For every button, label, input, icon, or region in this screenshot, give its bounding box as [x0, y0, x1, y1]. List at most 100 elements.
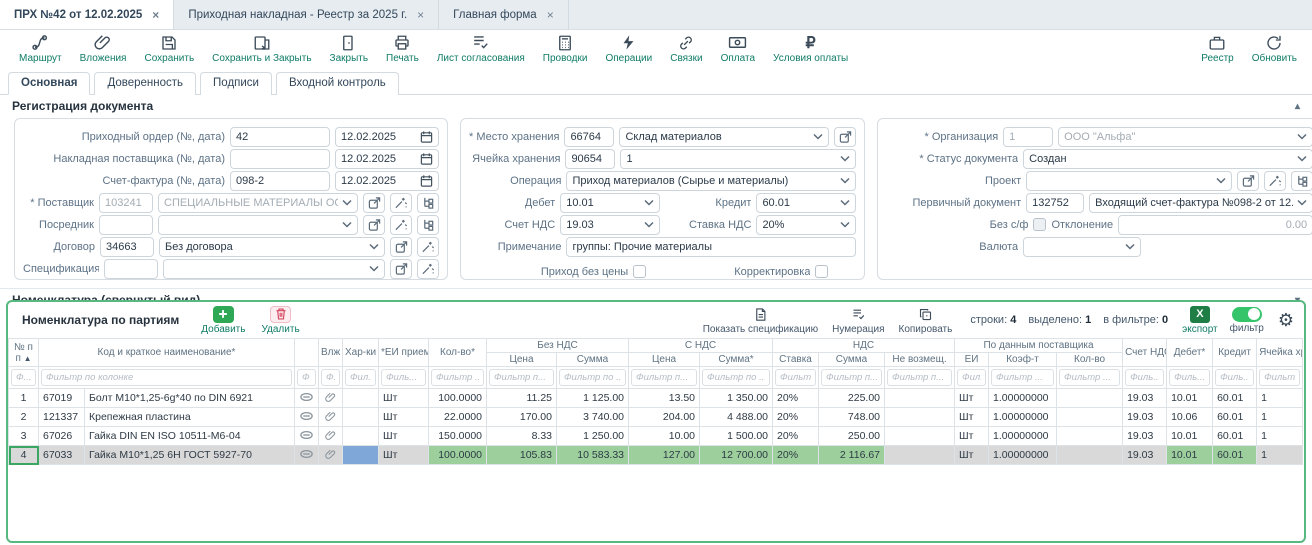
column-header-credit[interactable]: Кредит [1212, 338, 1258, 367]
cell-link[interactable] [294, 426, 319, 446]
group-header-vat[interactable]: НДС [772, 338, 956, 353]
supplier-invoice-number-input[interactable] [230, 148, 330, 169]
debit-select[interactable]: 10.01 [560, 192, 661, 213]
project-select[interactable] [1026, 170, 1233, 191]
window-tab-main-form[interactable]: Главная форма × [439, 0, 569, 29]
cell-code[interactable]: 67026 [38, 426, 85, 446]
tab-signatures[interactable]: Подписи [200, 72, 272, 95]
cell-price1[interactable]: 11.25 [486, 388, 557, 408]
show-specification-button[interactable]: Показать спецификацию [703, 306, 818, 335]
calendar-icon[interactable] [420, 174, 433, 188]
column-header-price-vat[interactable]: Цена [628, 352, 701, 367]
note-input[interactable] [566, 236, 857, 257]
wand-button[interactable] [390, 192, 412, 213]
column-header-sup-qty[interactable]: Кол-во [1056, 352, 1124, 367]
cell-num[interactable]: 4 [8, 445, 39, 465]
cell-sum1[interactable]: 10 583.33 [555, 445, 630, 465]
filter-toggle[interactable]: фильтр [1230, 306, 1264, 334]
filter-input-link[interactable] [297, 369, 316, 386]
cell-attach[interactable] [318, 445, 343, 465]
cell-price1[interactable]: 170.00 [486, 407, 557, 427]
calendar-icon[interactable] [420, 130, 433, 144]
open-record-button[interactable] [363, 214, 385, 235]
close-button[interactable]: Закрыть [321, 34, 378, 64]
cell-cell[interactable]: 1 [1256, 445, 1304, 465]
supplier-select[interactable]: СПЕЦИАЛЬНЫЕ МАТЕРИАЛЫ ООО [158, 192, 358, 213]
filter-input-debit[interactable] [1169, 369, 1211, 386]
filter-input-attach[interactable] [321, 369, 340, 386]
filter-input-unit[interactable] [381, 369, 426, 386]
supplier-code-input[interactable] [99, 192, 153, 213]
filter-input-sum2[interactable] [702, 369, 771, 386]
filter-input-price2[interactable] [631, 369, 698, 386]
filter-input-rate[interactable] [775, 369, 817, 386]
filter-input-vatsum[interactable] [821, 369, 883, 386]
column-header-vat-account[interactable]: Счет НДС [1122, 338, 1168, 367]
calendar-icon[interactable] [420, 152, 433, 166]
storage-cell-code-input[interactable] [565, 148, 616, 169]
cell-name[interactable]: Гайка М10*1,25 6Н ГОСТ 5927-70 [84, 445, 295, 465]
cell-attach[interactable] [318, 426, 343, 446]
cell-price2[interactable]: 13.50 [628, 388, 701, 408]
wand-button[interactable] [1264, 170, 1287, 191]
filter-input-cell[interactable] [1259, 369, 1301, 386]
contract-select[interactable]: Без договора [159, 236, 385, 257]
links-button[interactable]: Связки [661, 34, 711, 64]
cell-attach[interactable] [318, 388, 343, 408]
cell-batch[interactable] [342, 445, 379, 465]
column-header-storage-cell[interactable]: Ячейка хранения [1256, 338, 1304, 367]
cell-cell[interactable]: 1 [1256, 388, 1304, 408]
cell-name[interactable]: Болт М10*1,25-6g*40 по DIN 6921 [84, 388, 295, 408]
cell-unit[interactable]: Шт [378, 388, 429, 408]
cell-unit2[interactable]: Шт [954, 445, 990, 465]
cell-nonref[interactable] [884, 426, 956, 446]
cell-code[interactable]: 121337 [38, 407, 85, 427]
cell-num[interactable]: 3 [8, 426, 39, 446]
column-header-sum[interactable]: Сумма [555, 352, 630, 367]
cell-link[interactable] [294, 445, 319, 465]
no-price-checkbox[interactable] [633, 265, 647, 278]
organization-select[interactable]: ООО "Альфа" [1058, 126, 1312, 147]
attachments-button[interactable]: Вложения [71, 34, 136, 64]
cell-debit[interactable]: 10.01 [1166, 388, 1214, 408]
column-header-recv-unit[interactable]: *ЕИ приемки [378, 338, 429, 367]
table-row[interactable]: 3 67026 Гайка DIN EN ISO 10511-М6-04 Шт 150.… [8, 426, 1304, 446]
cell-vatsum[interactable]: 225.00 [818, 388, 886, 408]
cell-coef[interactable]: 1.00000000 [988, 426, 1058, 446]
cell-sum2[interactable]: 1 350.00 [699, 388, 774, 408]
table-row[interactable]: 2 121337 Крепежная пластина Шт 22.0000 170.00… [8, 407, 1304, 427]
print-button[interactable]: Печать [377, 34, 428, 64]
copy-button[interactable]: Копировать [899, 306, 952, 335]
filter-input-code[interactable] [41, 369, 292, 386]
filter-input-nonref[interactable] [887, 369, 953, 386]
cell-name[interactable]: Гайка DIN EN ISO 10511-М6-04 [84, 426, 295, 446]
cell-nonref[interactable] [884, 445, 956, 465]
cell-qty[interactable]: 150.0000 [428, 426, 487, 446]
cell-vatacc[interactable]: 19.03 [1122, 445, 1168, 465]
filter-input-coef[interactable] [991, 369, 1055, 386]
vat-rate-select[interactable]: 20% [756, 214, 857, 235]
filter-input-sum1[interactable] [559, 369, 627, 386]
status-select[interactable]: Создан [1023, 148, 1312, 169]
column-header-link[interactable] [294, 338, 319, 367]
storage-place-code-input[interactable] [564, 126, 615, 147]
route-button[interactable]: Маршрут [10, 34, 71, 64]
cell-coef[interactable]: 1.00000000 [988, 407, 1058, 427]
tab-main[interactable]: Основная [8, 72, 91, 95]
close-icon[interactable]: × [152, 7, 160, 22]
filter-input-price1[interactable] [489, 369, 554, 386]
table-row[interactable]: 4 67033 Гайка М10*1,25 6Н ГОСТ 5927-70 Шт 10… [8, 445, 1304, 465]
specification-select[interactable] [162, 258, 385, 279]
wand-button[interactable] [417, 236, 439, 257]
tab-power-of-attorney[interactable]: Доверенность [94, 72, 197, 95]
cell-credit[interactable]: 60.01 [1212, 426, 1258, 446]
cell-batch[interactable] [342, 407, 379, 427]
cell-rate[interactable]: 20% [772, 388, 820, 408]
tree-button[interactable] [417, 192, 439, 213]
cell-qty2[interactable] [1056, 445, 1124, 465]
cell-name[interactable]: Крепежная пластина [84, 407, 295, 427]
cell-nonref[interactable] [884, 388, 956, 408]
cell-sum1[interactable]: 1 125.00 [555, 388, 630, 408]
wand-button[interactable] [390, 214, 412, 235]
filter-input-num[interactable] [11, 369, 36, 386]
